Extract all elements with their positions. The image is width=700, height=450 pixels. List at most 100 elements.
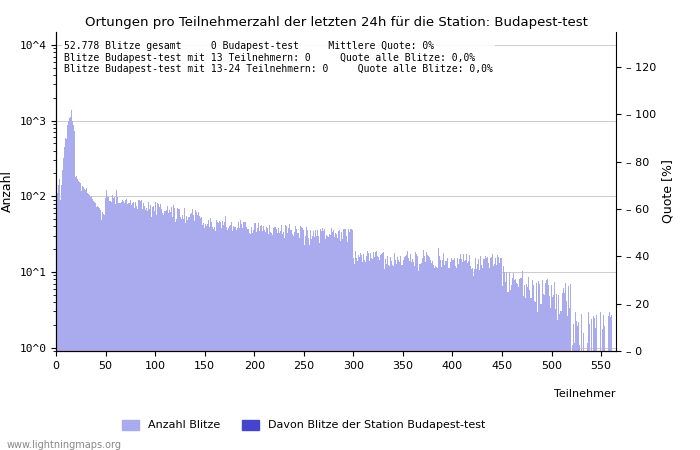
Bar — [541, 304, 542, 450]
Bar — [310, 230, 312, 450]
Bar — [252, 233, 253, 450]
Bar — [583, 333, 584, 450]
Bar — [513, 273, 514, 450]
Bar — [573, 324, 574, 450]
Legend: Blitzquote Station Budapest-test: Blitzquote Station Budapest-test — [118, 447, 333, 450]
Bar — [365, 256, 367, 450]
Bar — [341, 232, 342, 450]
Bar — [305, 236, 307, 450]
Bar — [347, 242, 348, 450]
Bar — [429, 257, 430, 450]
Bar — [237, 228, 238, 450]
Bar — [572, 345, 573, 450]
Bar — [160, 209, 162, 450]
Bar — [90, 197, 91, 450]
Bar — [348, 229, 349, 450]
Bar — [594, 318, 595, 450]
Bar — [184, 208, 186, 450]
Bar — [225, 216, 226, 450]
Bar — [69, 118, 71, 450]
Bar — [74, 130, 76, 450]
Bar — [238, 222, 239, 450]
Bar — [452, 260, 453, 450]
Bar — [80, 184, 81, 450]
Bar — [503, 278, 505, 450]
Bar — [115, 204, 116, 450]
Bar — [322, 229, 323, 450]
Bar — [426, 252, 427, 450]
Bar — [188, 216, 189, 450]
Bar — [157, 203, 158, 450]
Bar — [272, 228, 274, 450]
Bar — [85, 190, 86, 450]
Bar — [575, 312, 576, 450]
Bar — [546, 280, 547, 450]
Bar — [481, 265, 482, 450]
Bar — [326, 235, 327, 450]
Bar — [372, 252, 374, 450]
Bar — [427, 256, 428, 450]
Bar — [94, 202, 95, 450]
Bar — [89, 195, 90, 450]
Bar — [448, 268, 449, 450]
Bar — [112, 195, 113, 450]
Bar — [103, 214, 104, 450]
Bar — [57, 193, 59, 450]
Text: 52.778 Blitze gesamt     0 Budapest-test     Mittlere Quote: 0%
Blitze Budapest-: 52.778 Blitze gesamt 0 Budapest-test Mit… — [64, 41, 494, 74]
Bar — [522, 271, 524, 450]
Bar — [415, 252, 416, 450]
Bar — [581, 314, 582, 450]
Bar — [343, 229, 344, 450]
Bar — [135, 202, 136, 450]
Bar — [495, 257, 496, 450]
Bar — [211, 222, 212, 450]
Bar — [96, 207, 97, 450]
Bar — [558, 295, 559, 450]
Bar — [150, 217, 152, 450]
Bar — [236, 230, 237, 450]
Bar — [382, 253, 383, 450]
Bar — [244, 222, 245, 450]
Bar — [560, 310, 561, 450]
Bar — [515, 279, 517, 450]
Bar — [345, 229, 346, 450]
Bar — [95, 203, 96, 450]
Bar — [67, 125, 69, 450]
Bar — [443, 252, 444, 450]
Bar — [554, 283, 555, 450]
Bar — [403, 260, 405, 450]
Bar — [251, 227, 252, 450]
Bar — [374, 252, 376, 450]
Bar — [109, 201, 110, 450]
Bar — [437, 268, 438, 450]
Bar — [100, 210, 101, 450]
Bar — [422, 258, 423, 450]
Bar — [308, 238, 309, 450]
Bar — [454, 258, 455, 450]
Bar — [475, 258, 476, 450]
Bar — [407, 252, 408, 450]
Bar — [145, 210, 146, 450]
Bar — [489, 258, 491, 450]
Bar — [259, 231, 260, 450]
Bar — [405, 256, 407, 450]
Bar — [449, 268, 450, 450]
Bar — [357, 261, 358, 450]
Bar — [465, 260, 466, 450]
Bar — [354, 264, 355, 450]
Bar — [139, 200, 140, 450]
Bar — [486, 257, 488, 450]
Bar — [542, 279, 543, 450]
Bar — [114, 197, 115, 450]
Bar — [593, 315, 594, 450]
Bar — [122, 200, 123, 450]
Bar — [196, 212, 197, 450]
Bar — [250, 234, 251, 450]
Bar — [510, 290, 512, 450]
Bar — [447, 258, 448, 450]
Bar — [484, 256, 486, 450]
Bar — [317, 230, 318, 450]
Bar — [467, 263, 468, 450]
Bar — [608, 311, 610, 450]
Bar — [169, 210, 171, 450]
